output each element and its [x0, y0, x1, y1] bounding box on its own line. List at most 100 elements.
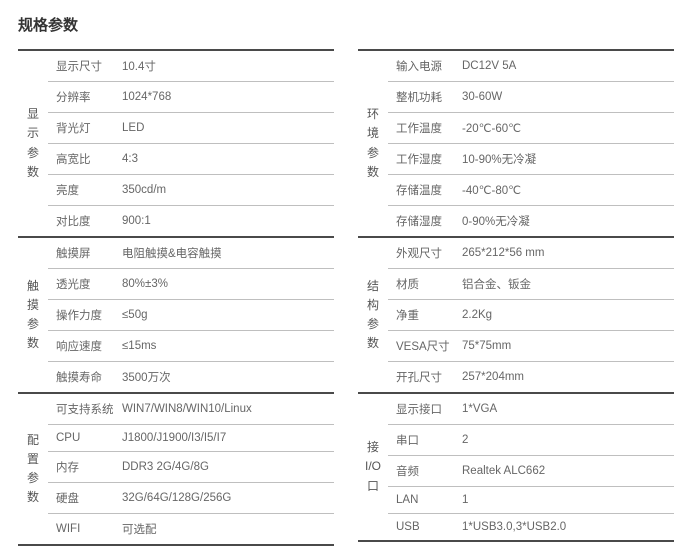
row-label: WIFI [48, 523, 118, 535]
section-label: 触摸参数 [18, 238, 48, 392]
section-label-char: 口 [367, 477, 379, 496]
section-label: 接I/O口 [358, 394, 388, 540]
row-label: 触摸屏 [48, 245, 118, 261]
row-label: 硬盘 [48, 490, 118, 506]
row-label: 音频 [388, 463, 458, 479]
row-label: 透光度 [48, 276, 118, 292]
section-label-char: 接 [367, 438, 379, 457]
section-label: 显示参数 [18, 51, 48, 236]
row-label: LAN [388, 494, 458, 506]
row-value: WIN7/WIN8/WIN10/Linux [118, 403, 334, 415]
row-label: 整机功耗 [388, 89, 458, 105]
spec-row: 硬盘32G/64G/128G/256G [48, 483, 334, 514]
row-label: 工作湿度 [388, 151, 458, 167]
spec-section: 触摸参数触摸屏电阻触摸&电容触摸透光度80%±3%操作力度≤50g响应速度≤15… [18, 236, 334, 394]
row-value: 0-90%无冷凝 [458, 213, 674, 229]
left-column: 显示参数显示尺寸10.4寸分辨率1024*768背光灯LED高宽比4:3亮度35… [18, 49, 334, 546]
right-column: 环境参数输入电源DC12V 5A整机功耗30-60W工作温度-20℃-60℃工作… [358, 49, 674, 546]
page-title: 规格参数 [18, 14, 674, 35]
section-label-char: 数 [27, 488, 39, 507]
spec-row: 响应速度≤15ms [48, 331, 334, 362]
row-label: 内存 [48, 459, 118, 475]
spec-row: 背光灯LED [48, 113, 334, 144]
spec-row: 开孔尺寸257*204mm [388, 362, 674, 392]
row-label: 存储温度 [388, 182, 458, 198]
section-rows: 触摸屏电阻触摸&电容触摸透光度80%±3%操作力度≤50g响应速度≤15ms触摸… [48, 238, 334, 392]
row-value: 32G/64G/128G/256G [118, 492, 334, 504]
row-value: 80%±3% [118, 278, 334, 290]
section-label-char: I/O [365, 457, 381, 476]
spec-row: 操作力度≤50g [48, 300, 334, 331]
section-label-char: 参 [367, 144, 379, 163]
row-label: 背光灯 [48, 120, 118, 136]
row-label: 净重 [388, 307, 458, 323]
spec-columns: 显示参数显示尺寸10.4寸分辨率1024*768背光灯LED高宽比4:3亮度35… [18, 49, 674, 546]
section-label: 环境参数 [358, 51, 388, 236]
row-value: 10-90%无冷凝 [458, 151, 674, 167]
row-value: 257*204mm [458, 371, 674, 383]
section-label-char: 参 [27, 469, 39, 488]
row-value: 铝合金、钣金 [458, 276, 674, 292]
row-label: 高宽比 [48, 151, 118, 167]
row-label: 分辨率 [48, 89, 118, 105]
row-label: 显示接口 [388, 401, 458, 417]
section-label-char: 摸 [27, 296, 39, 315]
row-value: -20℃-60℃ [458, 121, 674, 135]
section-label-char: 数 [27, 163, 39, 182]
row-value: 1*USB3.0,3*USB2.0 [458, 521, 674, 533]
row-value: 4:3 [118, 153, 334, 165]
spec-row: 透光度80%±3% [48, 269, 334, 300]
row-value: 350cd/m [118, 184, 334, 196]
spec-row: 对比度900:1 [48, 206, 334, 236]
row-value: DDR3 2G/4G/8G [118, 461, 334, 473]
section-label-char: 数 [367, 163, 379, 182]
spec-row: VESA尺寸75*75mm [388, 331, 674, 362]
section-rows: 显示尺寸10.4寸分辨率1024*768背光灯LED高宽比4:3亮度350cd/… [48, 51, 334, 236]
row-value: 1*VGA [458, 403, 674, 415]
row-label: 工作温度 [388, 120, 458, 136]
section-label-char: 环 [367, 105, 379, 124]
row-label: 响应速度 [48, 338, 118, 354]
section-label-char: 显 [27, 105, 39, 124]
row-label: 亮度 [48, 182, 118, 198]
spec-row: LAN1 [388, 487, 674, 514]
row-label: 外观尺寸 [388, 245, 458, 261]
spec-row: 显示接口1*VGA [388, 394, 674, 425]
row-label: 串口 [388, 432, 458, 448]
section-label-char: 参 [27, 315, 39, 334]
spec-row: 工作温度-20℃-60℃ [388, 113, 674, 144]
row-label: 存储湿度 [388, 213, 458, 229]
row-value: 30-60W [458, 91, 674, 103]
row-label: 可支持系统 [48, 401, 118, 417]
row-value: LED [118, 122, 334, 134]
row-value: Realtek ALC662 [458, 465, 674, 477]
section-label-char: 配 [27, 431, 39, 450]
spec-section: 接I/O口显示接口1*VGA串口2音频Realtek ALC662LAN1USB… [358, 392, 674, 542]
section-rows: 显示接口1*VGA串口2音频Realtek ALC662LAN1USB1*USB… [388, 394, 674, 540]
row-value: ≤50g [118, 309, 334, 321]
spec-row: 触摸屏电阻触摸&电容触摸 [48, 238, 334, 269]
row-label: USB [388, 521, 458, 533]
spec-section: 显示参数显示尺寸10.4寸分辨率1024*768背光灯LED高宽比4:3亮度35… [18, 49, 334, 238]
row-value: 1024*768 [118, 91, 334, 103]
row-label: 操作力度 [48, 307, 118, 323]
row-value: 10.4寸 [118, 58, 334, 74]
row-label: CPU [48, 432, 118, 444]
spec-row: 净重2.2Kg [388, 300, 674, 331]
spec-row: 显示尺寸10.4寸 [48, 51, 334, 82]
spec-row: 分辨率1024*768 [48, 82, 334, 113]
section-label-char: 参 [367, 315, 379, 334]
row-label: 输入电源 [388, 58, 458, 74]
spec-row: USB1*USB3.0,3*USB2.0 [388, 514, 674, 540]
section-label-char: 数 [367, 334, 379, 353]
section-label: 配置参数 [18, 394, 48, 544]
spec-row: 可支持系统WIN7/WIN8/WIN10/Linux [48, 394, 334, 425]
spec-row: 音频Realtek ALC662 [388, 456, 674, 487]
spec-row: 输入电源DC12V 5A [388, 51, 674, 82]
spec-row: 整机功耗30-60W [388, 82, 674, 113]
spec-row: 高宽比4:3 [48, 144, 334, 175]
row-value: 265*212*56 mm [458, 247, 674, 259]
spec-row: 存储温度-40℃-80℃ [388, 175, 674, 206]
spec-row: 亮度350cd/m [48, 175, 334, 206]
spec-section: 配置参数可支持系统WIN7/WIN8/WIN10/LinuxCPUJ1800/J… [18, 392, 334, 546]
